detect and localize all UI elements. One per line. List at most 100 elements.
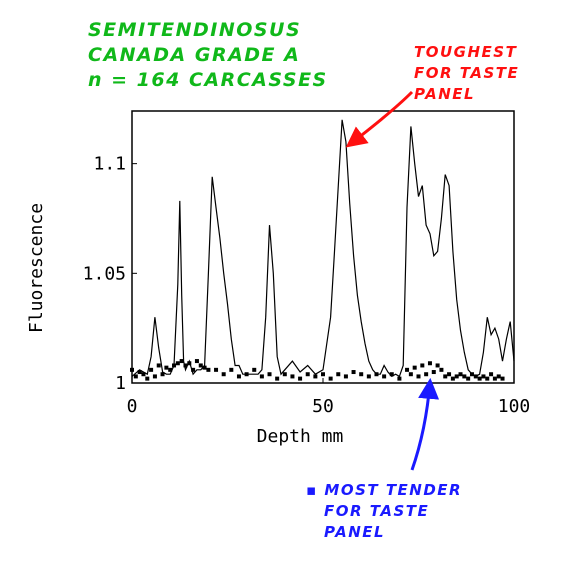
tender-point [481, 374, 486, 379]
title-annotation: SEMITENDINOSUS CANADA GRADE A n = 164 CA… [88, 18, 328, 93]
tender-point [202, 365, 207, 370]
tender-point [328, 376, 333, 381]
tender-point [191, 367, 196, 372]
x-tick-label: 0 [127, 396, 138, 417]
title-line-muscle: SEMITENDINOSUS [88, 19, 302, 41]
tender-point [267, 372, 272, 377]
fluorescence-line [131, 119, 515, 378]
tender-point [236, 374, 241, 379]
tender-point [343, 374, 348, 379]
tender-point [164, 365, 169, 370]
tender-point [175, 361, 180, 366]
tender-point [397, 376, 402, 381]
tender-point [187, 361, 192, 366]
series-group [130, 119, 515, 381]
tender-point [160, 372, 165, 377]
tender-point [145, 376, 150, 381]
y-tick-label: 1.05 [83, 263, 126, 284]
tender-point [275, 376, 280, 381]
tender-point [443, 374, 448, 379]
tender-point [435, 363, 440, 368]
toughest-annotation: TOUGHEST FOR TASTE PANEL [414, 42, 519, 105]
tender-point [366, 374, 371, 379]
tender-point [469, 372, 474, 377]
tender-point [221, 372, 226, 377]
tender-point [179, 359, 184, 364]
title-line-grade: CANADA GRADE A [88, 44, 301, 66]
tender-point [130, 367, 134, 372]
tender-point [496, 374, 501, 379]
tender-point [252, 367, 257, 372]
tender-point [229, 367, 234, 372]
y-axis-label: Fluorescence [26, 203, 47, 333]
toughest-line-2: FOR TASTE [414, 64, 520, 82]
tender-point [244, 372, 249, 377]
tender-point [183, 363, 188, 368]
tender-arrow [410, 377, 440, 471]
tender-point [431, 370, 436, 375]
tender-point [382, 374, 387, 379]
toughest-line-1: TOUGHEST [414, 43, 518, 61]
y-tick-label: 1 [115, 373, 126, 394]
tender-point [458, 372, 463, 377]
y-axis: 1 1.05 1.1 [83, 154, 137, 394]
tender-point [290, 374, 295, 379]
toughest-line-3: PANEL [414, 85, 476, 103]
tender-point [473, 374, 478, 379]
plot-frame [131, 110, 515, 384]
tender-point [427, 361, 432, 366]
tender-point [450, 376, 455, 381]
tender-point [485, 376, 490, 381]
tender-point [336, 372, 341, 377]
tender-point [466, 376, 471, 381]
title-line-sample-size: n = 164 CARCASSES [88, 69, 328, 91]
tender-point [198, 363, 203, 368]
tender-line-2: FOR TASTE [324, 502, 430, 520]
tender-annotation: ▪ MOST TENDER FOR TASTE PANEL [306, 480, 462, 543]
tender-point [282, 372, 287, 377]
x-tick-label: 50 [312, 396, 334, 417]
tender-point [149, 367, 154, 372]
x-axis: 0 50 100 [127, 378, 531, 417]
tender-point [259, 374, 264, 379]
tender-point [351, 370, 356, 375]
tender-point [152, 374, 157, 379]
tender-point [462, 374, 467, 379]
tender-point [408, 372, 413, 377]
tender-point [477, 376, 482, 381]
tender-point [214, 367, 219, 372]
tender-point [439, 367, 444, 372]
tender-point [313, 374, 318, 379]
tender-point [389, 372, 394, 377]
tender-point [500, 376, 505, 381]
tender-point [194, 359, 199, 364]
toughest-arrow [345, 90, 414, 148]
tender-point [206, 367, 211, 372]
tender-point [168, 367, 173, 372]
tender-point [374, 372, 379, 377]
tender-point [137, 370, 142, 375]
tender-line-3: PANEL [324, 523, 386, 541]
tender-point [359, 372, 364, 377]
x-tick-label: 100 [498, 396, 531, 417]
tender-point [141, 372, 146, 377]
tender-point [305, 372, 310, 377]
tender-point [405, 367, 410, 372]
tender-point [420, 363, 425, 368]
tender-point [298, 376, 303, 381]
tender-point [454, 374, 459, 379]
tender-point [412, 365, 417, 370]
tender-point [133, 374, 138, 379]
x-axis-label: Depth mm [257, 426, 344, 447]
tender-point [424, 372, 429, 377]
tender-point [172, 363, 177, 368]
tender-point [321, 372, 325, 377]
tender-point [489, 372, 494, 377]
tender-point [447, 372, 452, 377]
tender-point [416, 374, 421, 379]
tender-line-1: ▪ MOST TENDER [306, 481, 463, 499]
tender-point [492, 376, 497, 381]
tender-point [156, 363, 161, 368]
y-tick-label: 1.1 [93, 154, 126, 175]
